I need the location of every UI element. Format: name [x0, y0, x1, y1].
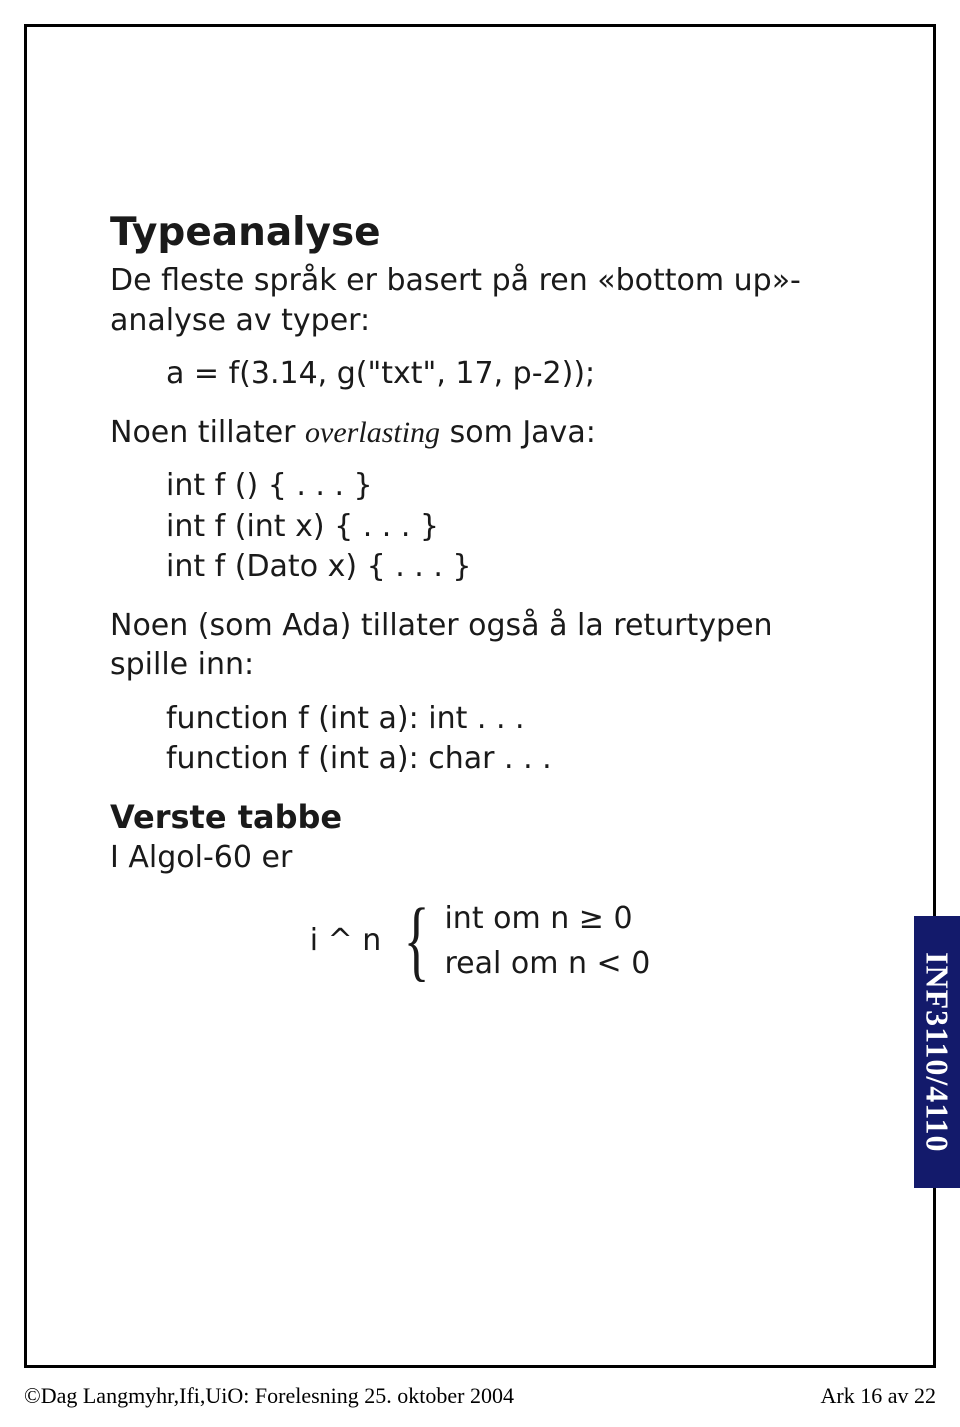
content-area: Typeanalyse De fleste språk er basert på…	[110, 210, 850, 986]
para2-italic: overlasting	[305, 416, 440, 449]
heading-title: Typeanalyse	[110, 210, 850, 255]
math-cases: int om n ≥ 0 real om n < 0	[444, 896, 650, 986]
course-code: INF3110/4110	[919, 952, 956, 1152]
paragraph-4: I Algol-60 er	[110, 838, 850, 878]
brace-icon: {	[404, 909, 430, 972]
paragraph-2: Noen tillater overlasting som Java:	[110, 413, 850, 453]
code-block-1: a = f(3.14, g("txt", 17, p-2));	[166, 354, 850, 395]
code-block-3: function f (int a): int . . . function f…	[166, 699, 850, 780]
footer: ©Dag Langmyhr,Ifi,UiO: Forelesning 25. o…	[24, 1383, 936, 1409]
subheading: Verste tabbe	[110, 798, 850, 836]
code-block-2: int f () { . . . } int f (int x) { . . .…	[166, 466, 850, 588]
math-case-1: int om n ≥ 0	[444, 896, 650, 941]
math-lhs: i ^ n	[310, 923, 382, 958]
footer-right: Ark 16 av 22	[821, 1383, 936, 1409]
para2-text-a: Noen tillater	[110, 415, 305, 450]
paragraph-3: Noen (som Ada) tillater også å la returt…	[110, 606, 850, 685]
math-case-2: real om n < 0	[444, 941, 650, 986]
para2-text-b: som Java:	[440, 415, 596, 450]
page: Typeanalyse De fleste språk er basert på…	[0, 0, 960, 1427]
paragraph-1: De fleste språk er basert på ren «bottom…	[110, 261, 850, 340]
math-expression: i ^ n { int om n ≥ 0 real om n < 0	[110, 896, 850, 986]
course-sidebar: INF3110/4110	[914, 916, 960, 1188]
footer-left: ©Dag Langmyhr,Ifi,UiO: Forelesning 25. o…	[24, 1383, 514, 1409]
